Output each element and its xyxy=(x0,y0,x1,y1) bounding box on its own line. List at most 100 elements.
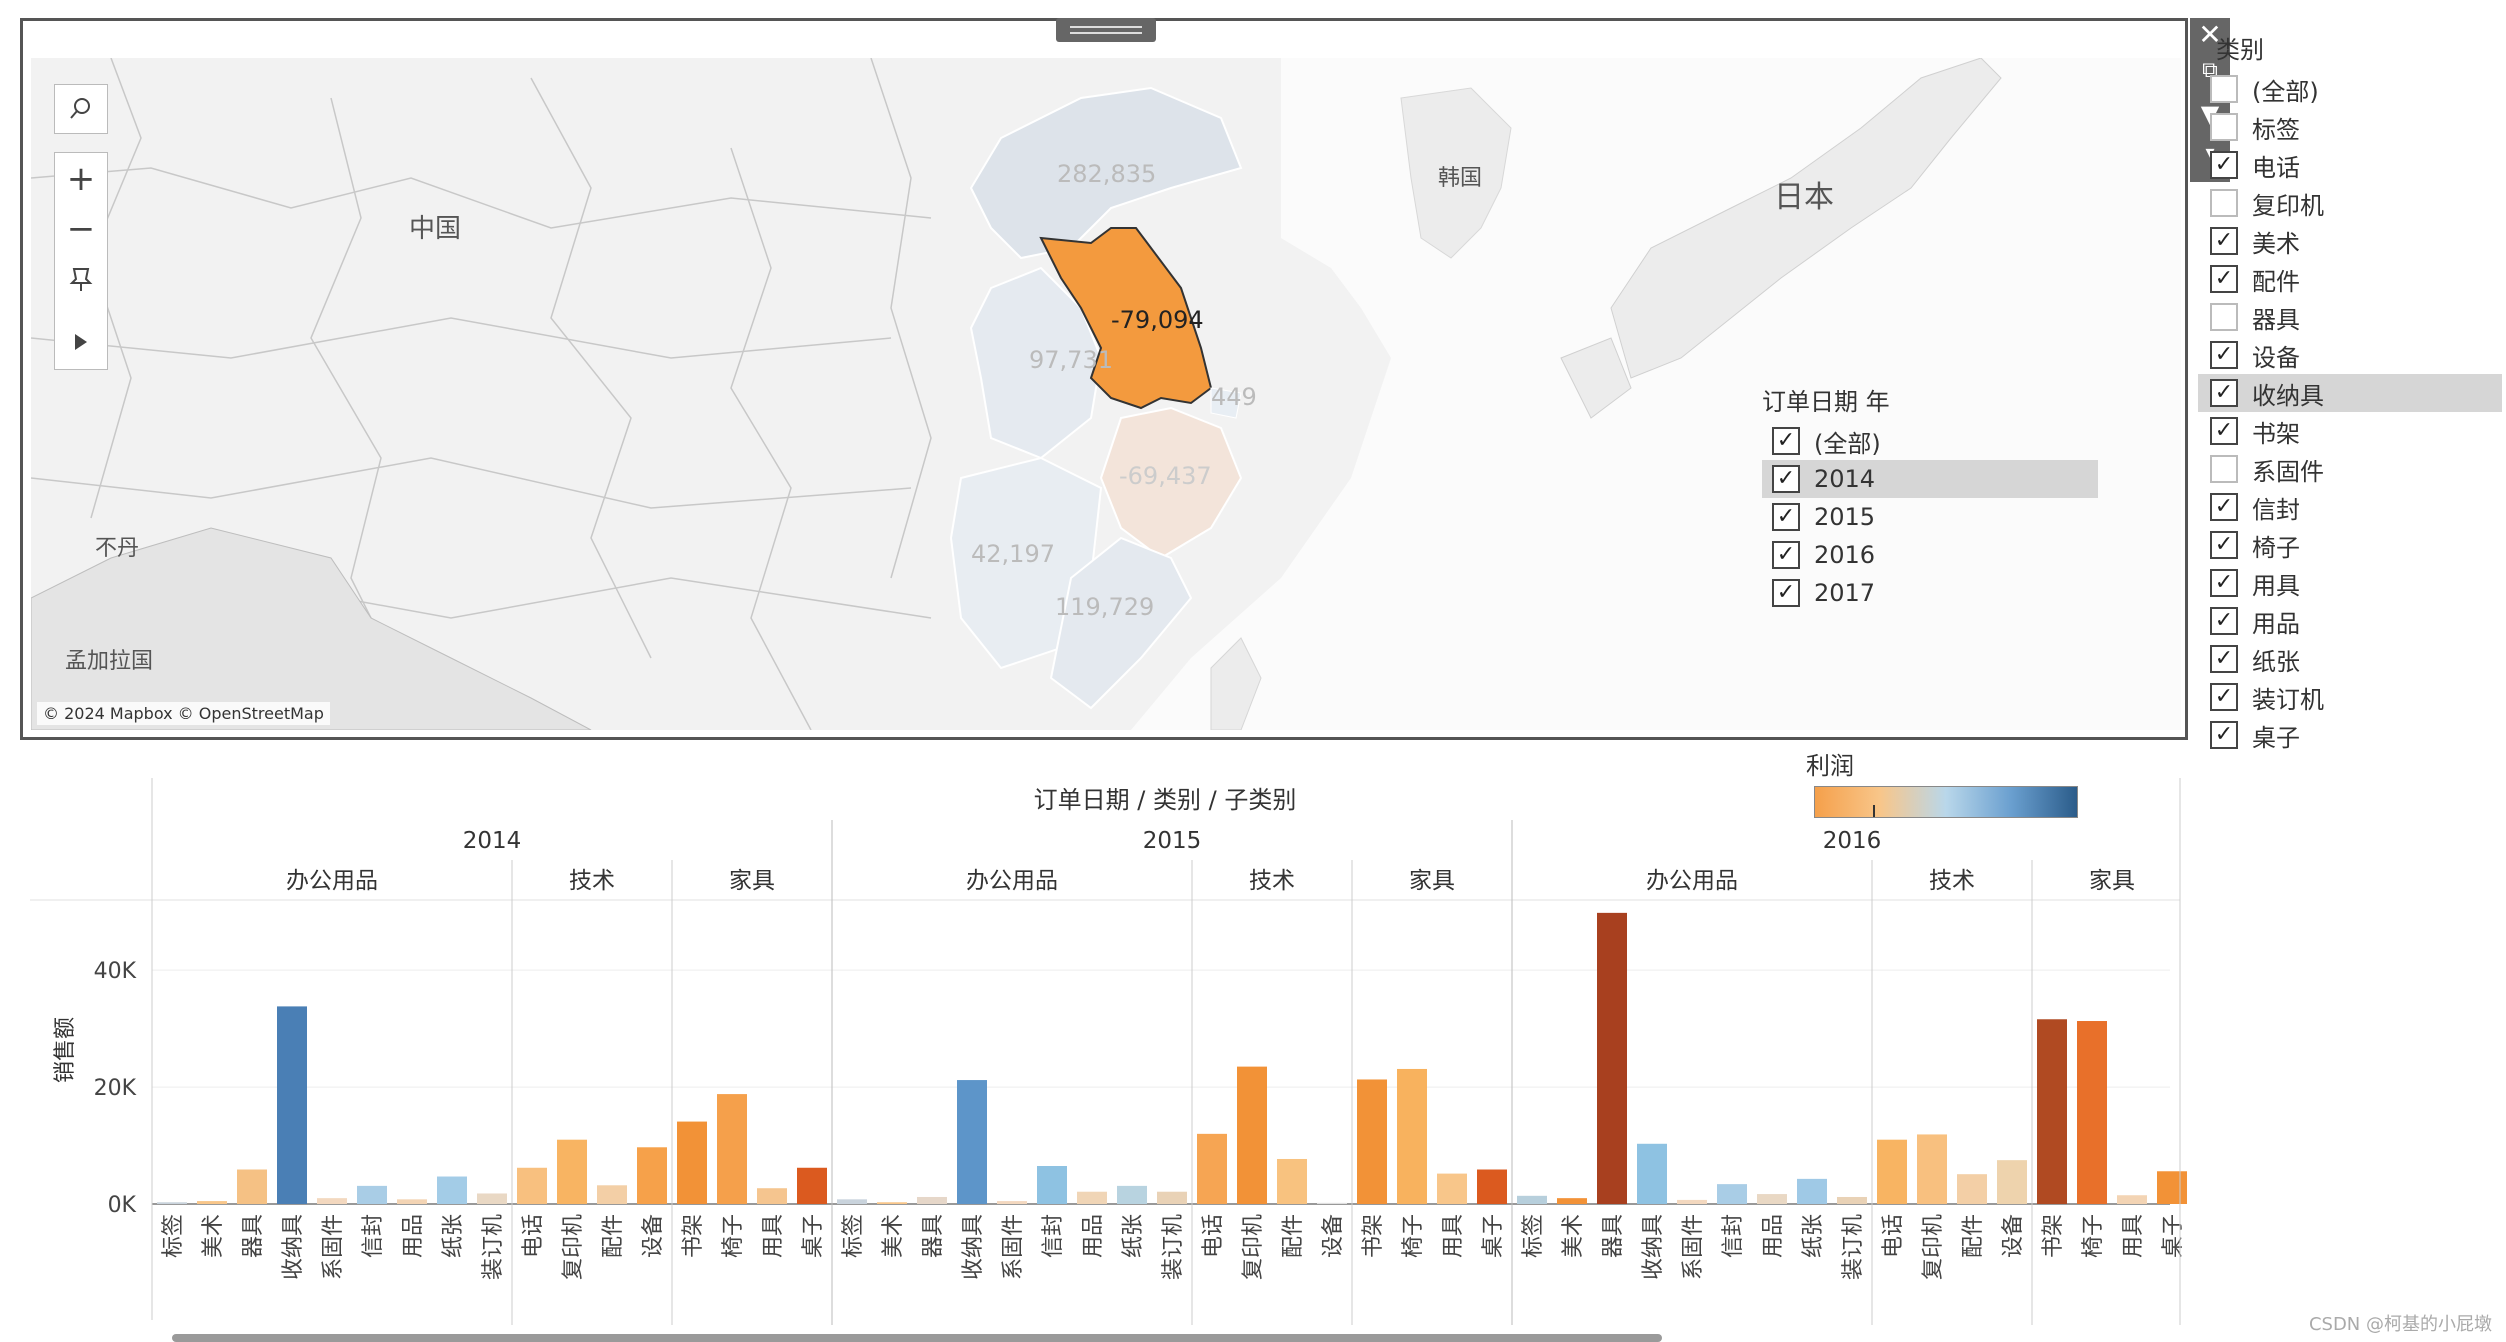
checkbox[interactable]: ✓ xyxy=(2210,569,2238,597)
checkbox[interactable]: ✓ xyxy=(2210,645,2238,673)
x-tick-label: 用具 xyxy=(1441,1214,1466,1258)
bar xyxy=(1837,1196,1867,1204)
checkbox[interactable]: ✓ xyxy=(2210,607,2238,635)
zoom-out-button[interactable]: − xyxy=(55,205,107,253)
pin-button[interactable] xyxy=(55,255,107,303)
bar xyxy=(1477,1169,1507,1204)
category-filter-item-label: 信封 xyxy=(2252,495,2300,524)
checkbox[interactable] xyxy=(2210,113,2238,141)
x-tick-label: 用具 xyxy=(761,1214,786,1258)
horizontal-scrollbar xyxy=(172,1334,1662,1342)
bar xyxy=(1077,1191,1107,1204)
category-header: 技术 xyxy=(1249,868,1295,894)
japan-landmass xyxy=(1610,58,2002,379)
value-shanghai: 449 xyxy=(1211,383,1257,411)
category-filter-item[interactable]: ✓ 收纳具 xyxy=(2198,374,2502,412)
checkbox[interactable]: ✓ xyxy=(2210,151,2238,179)
x-tick-label: 设备 xyxy=(2001,1214,2026,1258)
x-tick-label: 收纳具 xyxy=(961,1214,986,1280)
year-filter-item[interactable]: ✓ 2014 xyxy=(1762,460,2098,498)
category-filter-item[interactable]: 器具 xyxy=(2198,298,2502,336)
category-filter-item[interactable]: ✓ 桌子 xyxy=(2198,716,2502,754)
bar xyxy=(357,1185,387,1204)
map-search-button[interactable] xyxy=(54,84,108,134)
category-filter-item[interactable]: 标签 xyxy=(2198,108,2502,146)
category-filter-item[interactable]: ✓ 用品 xyxy=(2198,602,2502,640)
bar xyxy=(1237,1066,1267,1204)
checkbox[interactable]: ✓ xyxy=(2210,417,2238,445)
zoom-in-button[interactable]: + xyxy=(55,155,107,203)
province-shandong xyxy=(969,86,1243,260)
bar xyxy=(1317,1202,1347,1204)
bar-chart[interactable]: 订单日期 / 类别 / 子类别 销售额 0K 20K 40K 标签 美术 器具 收纳具 系固件 信封… xyxy=(0,760,2190,1342)
category-filter-item[interactable]: ✓ 配件 xyxy=(2198,260,2502,298)
category-filter-item[interactable]: ✓ 信封 xyxy=(2198,488,2502,526)
play-button[interactable] xyxy=(55,318,107,366)
checkbox[interactable]: ✓ xyxy=(2210,721,2238,749)
category-filter-item[interactable]: ✓ 美术 xyxy=(2198,222,2502,260)
checkbox[interactable]: ✓ xyxy=(1772,579,1800,607)
x-tick-label: 系固件 xyxy=(1001,1214,1026,1280)
bar xyxy=(2077,1021,2107,1204)
checkbox[interactable]: ✓ xyxy=(1772,541,1800,569)
bar xyxy=(677,1121,707,1204)
category-filter-item[interactable]: ✓ 纸张 xyxy=(2198,640,2502,678)
category-filter-item[interactable]: ✓ 书架 xyxy=(2198,412,2502,450)
province-fujian xyxy=(1049,536,1193,710)
map-canvas[interactable]: 中国 韩国 日本 不丹 孟加拉国 282,835 -79,094 97,731 … xyxy=(31,58,2181,730)
x-tick-label: 用品 xyxy=(401,1214,426,1258)
year-filter-item[interactable]: ✓ 2017 xyxy=(1762,574,2098,612)
close-icon[interactable]: ✕ xyxy=(2198,18,2222,51)
category-filter-item[interactable]: 系固件 xyxy=(2198,450,2502,488)
checkbox[interactable] xyxy=(2210,189,2238,217)
checkbox[interactable]: ✓ xyxy=(1772,465,1800,493)
year-filter-item[interactable]: ✓ 2015 xyxy=(1762,498,2098,536)
x-tick-label: 信封 xyxy=(1721,1214,1746,1258)
checkbox[interactable]: ✓ xyxy=(2210,265,2238,293)
checkbox[interactable]: ✓ xyxy=(1772,503,1800,531)
checkbox[interactable]: ✓ xyxy=(2210,683,2238,711)
dropdown-icon[interactable]: ▾ xyxy=(2190,142,2230,163)
category-header: 办公用品 xyxy=(966,868,1058,894)
checkbox[interactable]: ✓ xyxy=(1772,427,1800,455)
category-filter-item[interactable]: (全部) xyxy=(2198,70,2502,108)
checkbox[interactable] xyxy=(2210,303,2238,331)
bar xyxy=(1997,1160,2027,1204)
category-filter-item[interactable]: 复印机 xyxy=(2198,184,2502,222)
year-filter-item[interactable]: ✓ 2016 xyxy=(1762,536,2098,574)
checkbox[interactable]: ✓ xyxy=(2210,341,2238,369)
category-header: 技术 xyxy=(1929,868,1975,894)
drag-handle[interactable] xyxy=(1056,18,1156,42)
x-tick-label: 装订机 xyxy=(481,1214,506,1280)
bar xyxy=(917,1196,947,1204)
x-tick-label: 复印机 xyxy=(561,1214,586,1280)
category-filter-item-label: 设备 xyxy=(2252,343,2300,372)
x-tick-label: 信封 xyxy=(361,1214,386,1258)
x-tick-label: 桌子 xyxy=(801,1214,826,1258)
category-filter-item[interactable]: ✓ 装订机 xyxy=(2198,678,2502,716)
category-filter-item[interactable]: ✓ 设备 xyxy=(2198,336,2502,374)
category-filter-item[interactable]: ✓ 椅子 xyxy=(2198,526,2502,564)
label-china: 中国 xyxy=(409,214,462,244)
label-korea: 韩国 xyxy=(1438,166,1483,191)
checkbox[interactable]: ✓ xyxy=(2210,493,2238,521)
checkbox[interactable] xyxy=(2210,75,2238,103)
bar xyxy=(1517,1195,1547,1204)
checkbox[interactable] xyxy=(2210,455,2238,483)
category-filter-item-label: 系固件 xyxy=(2252,457,2324,486)
checkbox[interactable]: ✓ xyxy=(2210,227,2238,255)
category-filter-item[interactable]: ✓ 用具 xyxy=(2198,564,2502,602)
checkbox[interactable]: ✓ xyxy=(2210,379,2238,407)
category-filter-item[interactable]: ✓ 电话 xyxy=(2198,146,2502,184)
x-tick-label: 椅子 xyxy=(1401,1214,1426,1258)
bar xyxy=(717,1094,747,1204)
bar xyxy=(317,1198,347,1204)
year-filter-item[interactable]: ✓ (全部) xyxy=(1762,422,2098,460)
value-fujian: 119,729 xyxy=(1055,593,1155,621)
x-tick-label: 用品 xyxy=(1761,1214,1786,1258)
x-tick-label: 配件 xyxy=(601,1214,626,1258)
checkbox[interactable]: ✓ xyxy=(2210,531,2238,559)
x-tick-label: 收纳具 xyxy=(281,1214,306,1280)
year-filter-item-label: (全部) xyxy=(1814,429,1881,458)
